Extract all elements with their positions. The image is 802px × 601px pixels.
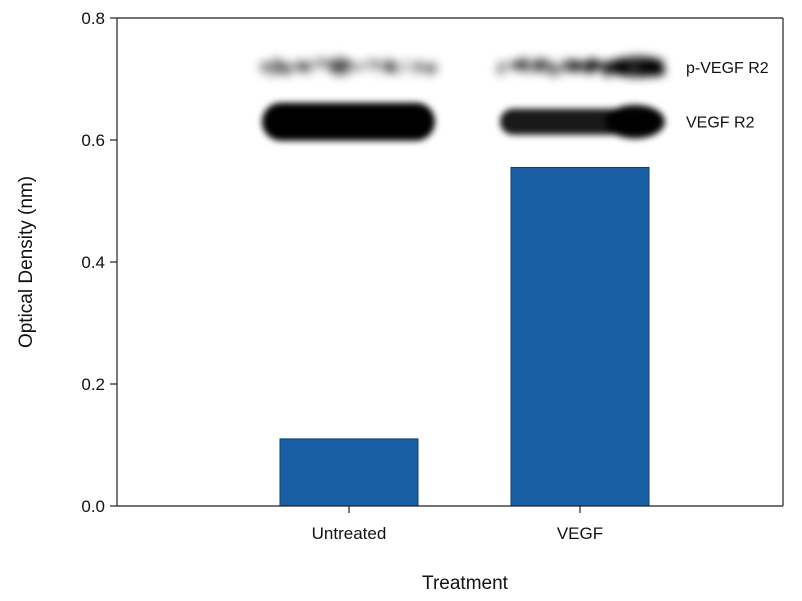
axes bbox=[116, 17, 784, 507]
y-tick-label: 0.2 bbox=[81, 375, 105, 394]
blot-band-label: p-VEGF R2 bbox=[686, 60, 769, 77]
x-ticks: Untreated VEGF bbox=[312, 506, 603, 543]
blot-band bbox=[495, 55, 666, 78]
y-tick-label: 0.6 bbox=[81, 131, 105, 150]
bar-vegf bbox=[510, 166, 650, 507]
blot-band bbox=[500, 104, 665, 139]
bars-group bbox=[279, 166, 650, 507]
bar-untreated bbox=[279, 438, 419, 507]
y-tick-label: 0.0 bbox=[81, 497, 105, 516]
x-tick-label: Untreated bbox=[312, 524, 387, 543]
y-tick-label: 0.4 bbox=[81, 253, 105, 272]
blot-band bbox=[262, 102, 435, 141]
y-tick-label: 0.8 bbox=[81, 9, 105, 28]
blot-band-label: VEGF R2 bbox=[686, 115, 755, 132]
blot-band-row: VEGF R2 bbox=[262, 102, 755, 141]
western-blot-inset: p-VEGF R2 VEGF R2 bbox=[257, 55, 769, 141]
x-axis-title: Treatment bbox=[422, 573, 509, 594]
blot-band-row: p-VEGF R2 bbox=[257, 55, 769, 79]
blot-band bbox=[257, 55, 440, 79]
y-axis-title: Optical Density (nm) bbox=[16, 176, 37, 348]
x-tick-label: VEGF bbox=[557, 524, 603, 543]
y-ticks: 0.0 0.2 0.4 0.6 0.8 bbox=[81, 9, 117, 516]
